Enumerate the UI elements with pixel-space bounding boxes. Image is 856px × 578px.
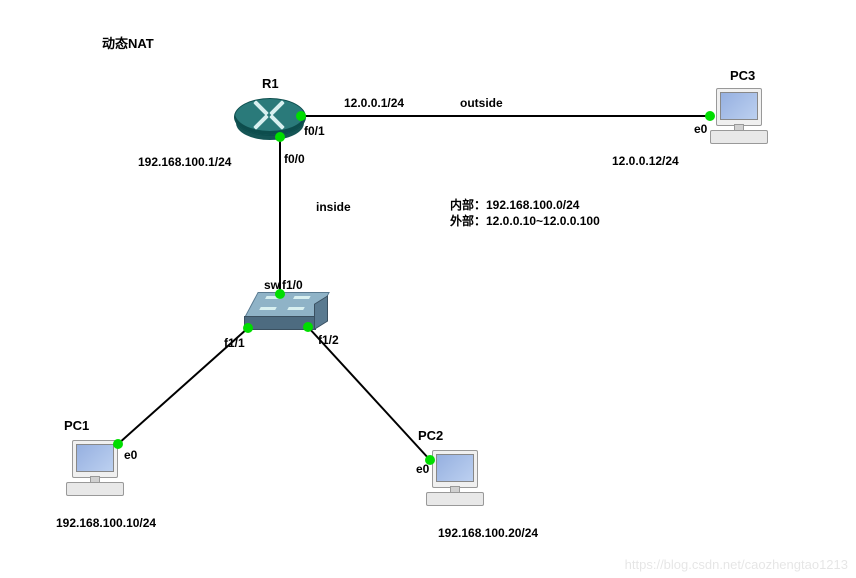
note-inside: 内部：192.168.100.0/24 bbox=[450, 196, 579, 213]
port-dot-r1-f00 bbox=[275, 132, 285, 142]
diagram-canvas: 动态NAT R1 192.168.100.1/24 f0/1 f0/0 12.0… bbox=[0, 0, 856, 578]
note-outside: 外部：12.0.0.10~12.0.0.100 bbox=[450, 212, 600, 229]
port-dot-sw-f12 bbox=[303, 322, 313, 332]
port-label-sw-f11: f1/1 bbox=[224, 336, 245, 350]
pc3 bbox=[710, 88, 766, 148]
port-label-pc1-e0: e0 bbox=[124, 448, 137, 462]
port-label-pc3-e0: e0 bbox=[694, 122, 707, 136]
pc1-ip: 192.168.100.10/24 bbox=[56, 516, 156, 530]
pc2-ip: 192.168.100.20/24 bbox=[438, 526, 538, 540]
pc1 bbox=[66, 440, 122, 500]
port-label-r1-f00: f0/0 bbox=[284, 152, 305, 166]
port-dot-pc3-e0 bbox=[705, 111, 715, 121]
watermark: https://blog.csdn.net/caozhengtao1213 bbox=[625, 557, 848, 572]
pc3-label: PC3 bbox=[730, 68, 755, 83]
port-label-r1-f01: f0/1 bbox=[304, 124, 325, 138]
link-r1-pc3-ip: 12.0.0.1/24 bbox=[344, 96, 404, 110]
link-r1-pc3-zone: outside bbox=[460, 96, 503, 110]
port-label-sw-f10: f1/0 bbox=[282, 278, 303, 292]
port-dot-pc1-e0 bbox=[113, 439, 123, 449]
port-dot-sw-f11 bbox=[243, 323, 253, 333]
port-label-pc2-e0: e0 bbox=[416, 462, 429, 476]
pc2-label: PC2 bbox=[418, 428, 443, 443]
router-r1-label: R1 bbox=[262, 76, 279, 91]
port-dot-r1-f01 bbox=[296, 111, 306, 121]
port-label-sw-f12: f1/2 bbox=[318, 333, 339, 347]
pc3-ip: 12.0.0.12/24 bbox=[612, 154, 679, 168]
link-r1-sw-zone: inside bbox=[316, 200, 351, 214]
pc1-label: PC1 bbox=[64, 418, 89, 433]
router-r1 bbox=[234, 98, 304, 134]
diagram-title: 动态NAT bbox=[102, 33, 154, 52]
router-r1-ip: 192.168.100.1/24 bbox=[138, 155, 231, 169]
